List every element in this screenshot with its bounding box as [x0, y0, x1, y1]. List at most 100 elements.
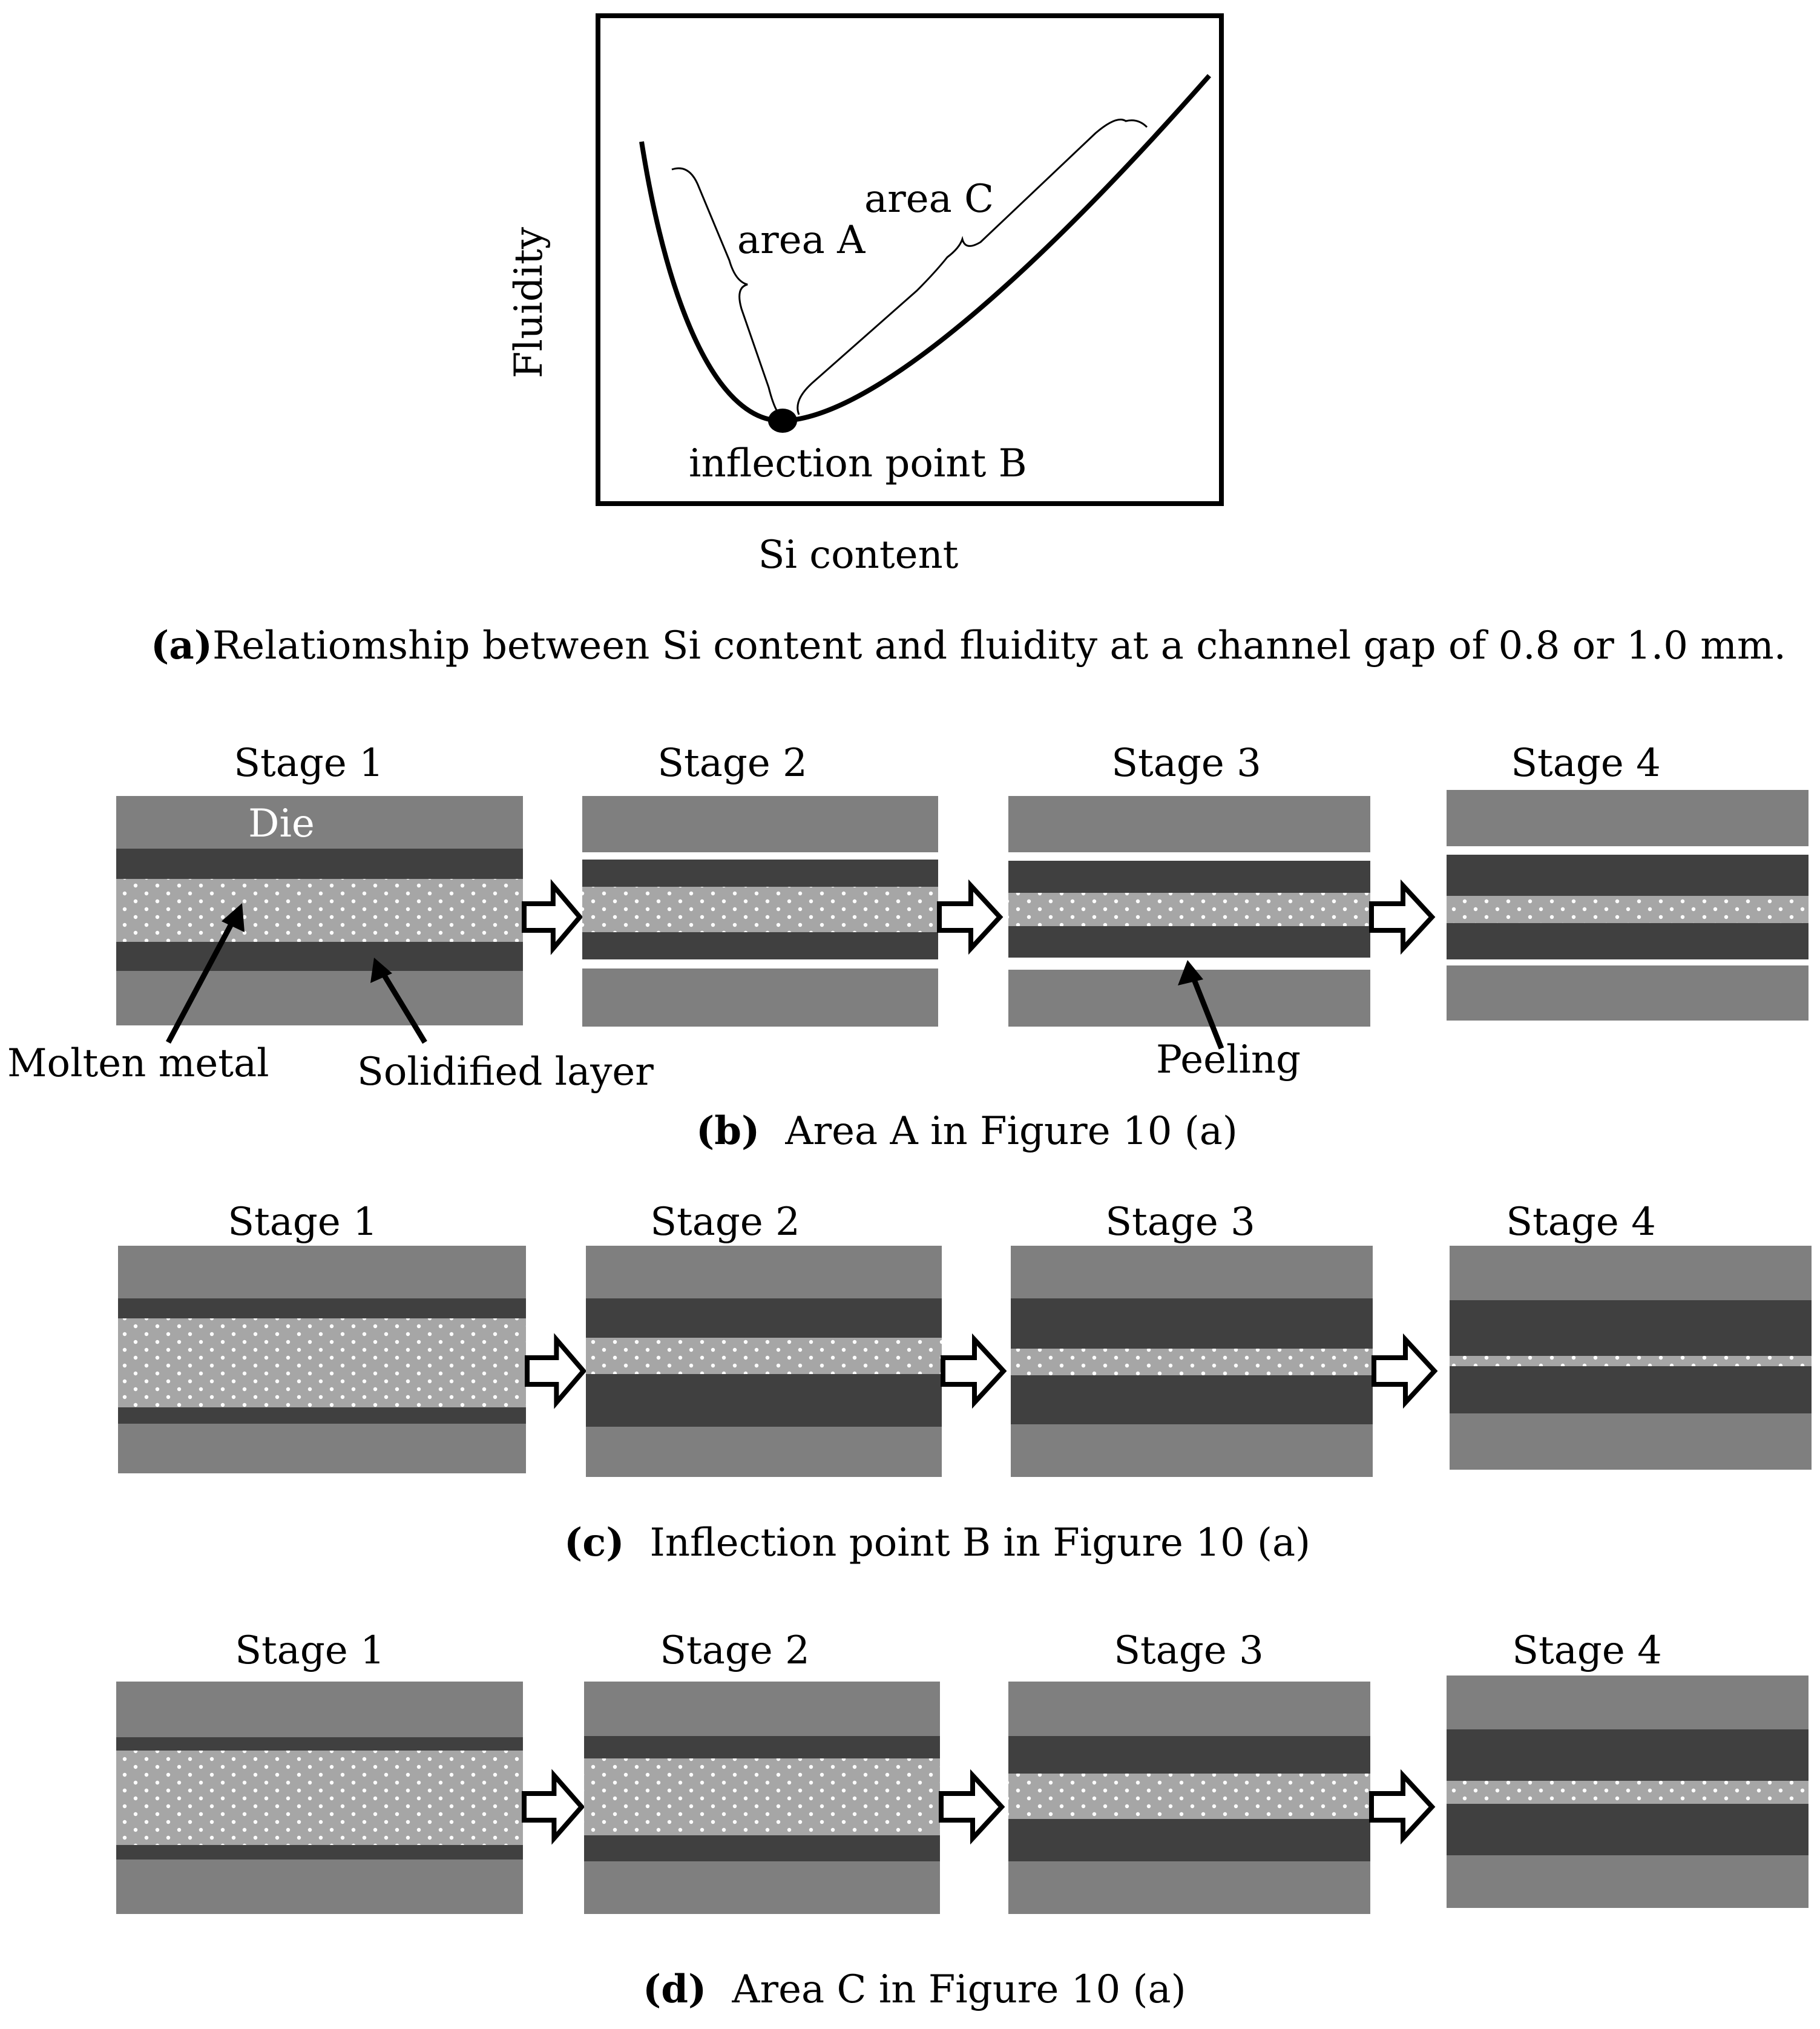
- die-band: [1447, 965, 1809, 1021]
- solidified-layer-band: [1011, 1298, 1373, 1349]
- area-c-brace: [797, 119, 1148, 415]
- caption-d-tag: (d): [643, 1967, 706, 2012]
- gap-band: [1008, 852, 1370, 861]
- fluidity-curve: [639, 74, 1212, 424]
- solidified-layer-band: [116, 1737, 523, 1751]
- stage-3-diagram: Stage 3: [1008, 741, 1370, 1027]
- stage-3-title: Stage 3: [1111, 741, 1261, 786]
- solidified-layer-arrow: [378, 967, 427, 1044]
- stage-transition-arrow: [941, 1333, 1007, 1409]
- die-band: [586, 1427, 942, 1477]
- solidified-layer-band: [116, 942, 523, 971]
- die-band: [1447, 1675, 1809, 1729]
- die-band: [582, 796, 938, 852]
- die-band: [582, 968, 938, 1027]
- molten-metal-dots: [116, 1751, 523, 1845]
- die-band: [116, 1682, 523, 1737]
- molten-metal-dots: [586, 1338, 942, 1374]
- molten-metal-label: Molten metal: [7, 1041, 269, 1086]
- x-axis-label: Si content: [758, 533, 959, 577]
- stage-transition-arrow: [937, 879, 1004, 955]
- solidified-layer-band: [1008, 1736, 1370, 1774]
- caption-c: (c) Inflection point B in Figure 10 (a): [564, 1520, 1310, 1565]
- caption-a-text: Relatiomship between Si content and flui…: [212, 623, 1786, 668]
- peeling-label: Peeling: [1156, 1038, 1301, 1082]
- area-a-brace: [671, 167, 783, 419]
- stage-transition-arrow: [522, 879, 583, 955]
- stage-4-title: Stage 4: [1506, 1200, 1656, 1245]
- area-a-label: area A: [737, 218, 866, 263]
- molten-metal-dots: [1011, 1349, 1373, 1375]
- solidified-layer-band: [116, 849, 523, 879]
- panel-c-stages: Stage 1 Stage 2 Stage 3 Stage 4: [118, 1200, 1812, 1477]
- die-band: [1008, 1861, 1370, 1914]
- die-band: [1447, 790, 1809, 846]
- solidified-layer-band: [118, 1298, 526, 1318]
- stage-4-diagram: Stage 4: [1447, 741, 1809, 1021]
- die-band: [586, 1246, 942, 1298]
- inflection-point-marker: [768, 409, 797, 433]
- panel-b-stages: Stage 1 Stage 2 Stage 3 Stage 4: [116, 741, 1809, 1027]
- stage-2-diagram: Stage 2: [586, 1200, 942, 1477]
- die-band: [1450, 1413, 1812, 1470]
- stage-4-title: Stage 4: [1512, 1628, 1662, 1673]
- stage-4-diagram: Stage 4: [1450, 1200, 1812, 1470]
- solidified-layer-band: [1447, 1729, 1809, 1781]
- stage-1-diagram: Stage 1: [116, 741, 523, 1025]
- gap-band: [582, 959, 938, 968]
- stage-3-diagram: Stage 3: [1008, 1628, 1370, 1914]
- stage-4-title: Stage 4: [1511, 741, 1661, 786]
- molten-metal-dots: [118, 1318, 526, 1407]
- solidified-layer-band: [584, 1736, 940, 1758]
- molten-metal-dots: [1008, 1774, 1370, 1819]
- panel-d-stages: Stage 1 Stage 2 Stage 3 Stage 4: [116, 1628, 1809, 1914]
- stage-1-title: Stage 1: [234, 741, 384, 786]
- stage-2-title: Stage 2: [650, 1200, 800, 1245]
- stage-3-title: Stage 3: [1114, 1628, 1264, 1673]
- die-band: [116, 1860, 523, 1914]
- stage-transition-arrow: [939, 1769, 1005, 1845]
- area-c-label: area C: [864, 177, 994, 222]
- caption-c-text: Inflection point B in Figure 10 (a): [650, 1521, 1311, 1565]
- gap-band: [582, 852, 938, 860]
- die-band: [584, 1682, 940, 1736]
- stage-1-diagram: Stage 1: [118, 1200, 526, 1473]
- solidified-layer-band: [586, 1298, 942, 1338]
- panel-b-annotations: Die Molten metal Solidified layer Peelin…: [7, 801, 1301, 1154]
- stage-transition-arrow: [525, 1333, 587, 1409]
- solidified-layer-band: [582, 860, 938, 887]
- molten-metal-dots: [1447, 1781, 1809, 1804]
- gap-band: [1447, 846, 1809, 855]
- molten-metal-arrow: [166, 911, 240, 1044]
- stage-1-title: Stage 1: [235, 1628, 385, 1673]
- die-band: [1008, 796, 1370, 852]
- solidified-layer-band: [1008, 926, 1370, 958]
- caption-a: (a)Relatiomship between Si content and f…: [151, 623, 1786, 668]
- peeling-arrow: [1188, 971, 1224, 1050]
- solidified-layer-band: [1447, 1804, 1809, 1855]
- molten-metal-dots: [1450, 1356, 1812, 1366]
- die-band: [1008, 1682, 1370, 1736]
- peeling-arrowhead: [1178, 960, 1203, 985]
- stage-2-diagram: Stage 2: [582, 741, 938, 1027]
- stage-1-title: Stage 1: [228, 1200, 378, 1245]
- caption-b-text: Area A in Figure 10 (a): [784, 1109, 1238, 1154]
- molten-metal-dots: [582, 887, 938, 932]
- solidified-layer-band: [1447, 855, 1809, 896]
- solidified-layer-band: [586, 1374, 942, 1427]
- solidified-layer-band: [116, 1845, 523, 1860]
- die-band: [116, 796, 523, 849]
- die-band: [1011, 1246, 1373, 1298]
- stage-transition-arrow: [1372, 1333, 1438, 1409]
- solidified-layer-band: [584, 1835, 940, 1861]
- solidified-layer-arrowhead: [370, 958, 392, 983]
- die-band: [118, 1424, 526, 1473]
- caption-d: (d) Area C in Figure 10 (a): [643, 1967, 1186, 2012]
- caption-b-tag: (b): [696, 1108, 760, 1154]
- stage-3-title: Stage 3: [1105, 1200, 1255, 1245]
- solidified-layer-band: [118, 1407, 526, 1424]
- plot-frame: [596, 13, 1224, 506]
- molten-metal-arrowhead: [222, 903, 245, 932]
- solidified-layer-band: [1008, 861, 1370, 893]
